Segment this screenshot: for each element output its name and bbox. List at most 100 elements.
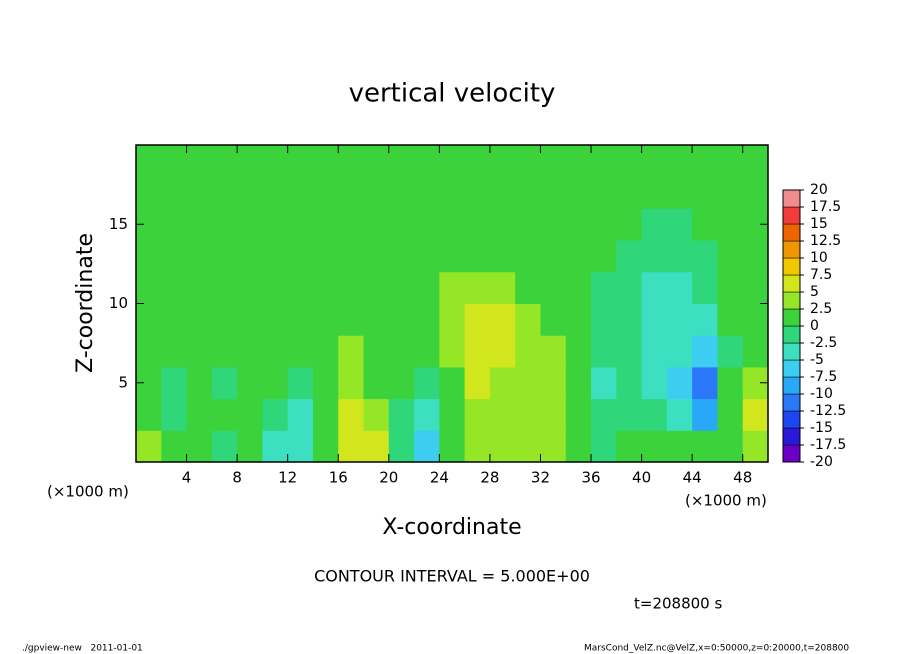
heatmap-cell [388,208,415,241]
heatmap-cell [312,303,339,336]
heatmap-cell [439,240,466,273]
heatmap-cell [287,430,314,463]
heatmap-cell [211,398,238,431]
heatmap-cell [565,208,592,241]
heatmap-cell [641,176,668,209]
heatmap-cell [388,335,415,368]
heatmap-cell [287,366,314,400]
heatmap-cell [414,208,440,241]
heatmap-cell [666,303,693,336]
heatmap-cell [515,398,541,431]
heatmap-cell [666,271,693,304]
heatmap-cell [464,176,491,209]
heatmap-cell [515,335,541,368]
heatmap-cell [439,303,466,336]
heatmap-cell [616,176,643,209]
heatmap-cell [540,398,567,431]
heatmap-cell [666,366,693,400]
heatmap-cell [186,145,213,178]
footer-left: ./gpview-new 2011-01-01 [22,644,143,654]
heatmap-cell [489,176,516,209]
colorbar-swatch [782,274,801,293]
heatmap-cell [287,240,314,273]
heatmap-cell [186,335,213,368]
colorbar-swatch [782,342,801,361]
heatmap-cell [489,366,516,400]
heatmap-cell [591,335,617,368]
heatmap-cell [136,176,162,209]
heatmap-cell [312,398,339,431]
heatmap-cell [489,240,516,273]
colorbar-label: -5 [810,352,824,368]
heatmap-cell [565,398,592,431]
heatmap-cell [692,303,718,336]
colorbar-swatch [782,410,801,429]
heatmap-cell [338,366,365,400]
heatmap-cell [287,398,314,431]
heatmap-cell [742,303,769,336]
heatmap-cell [414,366,440,400]
heatmap-cell [489,208,516,241]
heatmap-cell [692,335,718,368]
heatmap-cell [363,398,390,431]
heatmap-cell [161,145,188,178]
heatmap-cell [464,303,491,336]
colorbar-swatch [782,427,801,446]
heatmap-cell [717,176,744,209]
heatmap-cell [338,145,365,178]
heatmap-cell [692,208,718,241]
heatmap-cell [211,271,238,304]
heatmap-cell [742,335,769,368]
heatmap-cell [388,145,415,178]
heatmap-cell [262,208,289,241]
y-tick-label: 15 [109,215,128,233]
colorbar-swatch [782,189,801,208]
axes: 4 8 12 16 20 24 28 32 36 40 44 4851015-20-17.5-15-1… [109,144,846,487]
heatmap-cell [439,335,466,368]
heatmap-cell [312,271,339,304]
heatmap-cell [717,303,744,336]
colorbar-label: -10 [810,386,833,402]
heatmap-cell [237,240,263,273]
heatmap-cell [237,208,263,241]
heatmap-cell [287,145,314,178]
heatmap-cell [262,145,289,178]
heatmap-cell [211,208,238,241]
heatmap-cell [262,176,289,209]
colorbar-swatch [782,257,801,276]
heatmap-cell [692,176,718,209]
heatmap-cell [464,430,491,463]
x-tick-label: 16 [329,469,348,487]
heatmap-cell [388,366,415,400]
heatmap-cell [161,335,188,368]
heatmap-cell [237,303,263,336]
heatmap-cell [591,271,617,304]
contour-note: CONTOUR INTERVAL = 5.000E+00 [314,567,590,586]
heatmap-cell [262,303,289,336]
heatmap-cell [515,208,541,241]
heatmap-cell [666,240,693,273]
heatmap-cell [312,430,339,463]
heatmap-cell [515,430,541,463]
heatmap-cell [641,366,668,400]
colorbar-label: -12.5 [810,403,846,419]
heatmap-cell [591,208,617,241]
colorbar-label: -15 [810,420,833,436]
heatmap-cell [565,430,592,463]
heatmap-cell [565,271,592,304]
heatmap-cell [742,176,769,209]
heatmap-cell [186,271,213,304]
heatmap-cell [237,335,263,368]
heatmap-cell [565,145,592,178]
heatmap-cell [186,208,213,241]
x-tick-label: 24 [430,469,449,487]
colorbar-swatch [782,291,801,310]
heatmap-cell [211,335,238,368]
heatmap-cell [363,335,390,368]
colorbar-label: -17.5 [810,437,846,453]
colorbar-label: 20 [810,182,828,198]
heatmap-cell [388,303,415,336]
heatmap-cell [616,335,643,368]
x-tick-label: 40 [632,469,651,487]
heatmap-cell [363,271,390,304]
